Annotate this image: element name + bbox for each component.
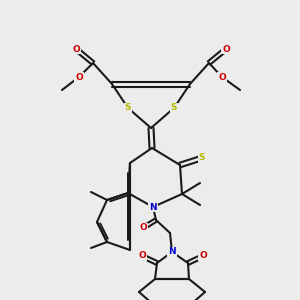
Text: N: N: [168, 248, 176, 256]
Text: O: O: [72, 44, 80, 53]
Text: S: S: [199, 154, 205, 163]
Text: S: S: [125, 103, 131, 112]
Text: O: O: [222, 44, 230, 53]
Text: O: O: [138, 251, 146, 260]
Text: O: O: [199, 251, 207, 260]
Text: O: O: [139, 224, 147, 232]
Text: N: N: [149, 202, 157, 211]
Text: S: S: [171, 103, 177, 112]
Text: O: O: [75, 73, 83, 82]
Text: O: O: [218, 73, 226, 82]
